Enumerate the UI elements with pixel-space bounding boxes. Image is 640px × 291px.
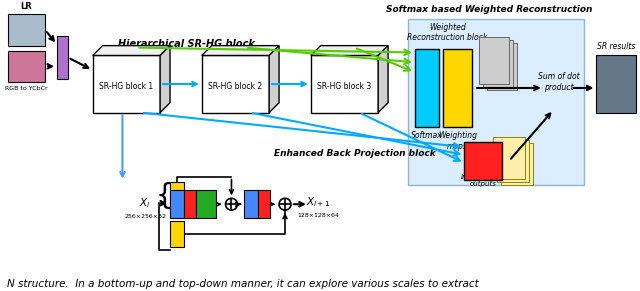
Text: Conv: Conv — [249, 196, 254, 213]
Bar — [170, 182, 184, 207]
Text: RGB to YCbCr: RGB to YCbCr — [5, 86, 47, 91]
Text: N structure.  In a bottom-up and top-down manner, it can explore various scales : N structure. In a bottom-up and top-down… — [8, 279, 479, 289]
Polygon shape — [311, 56, 378, 113]
Text: Weighting
maps: Weighting maps — [438, 131, 477, 151]
Bar — [196, 190, 216, 218]
Bar — [184, 190, 196, 218]
Text: PReLU: PReLU — [188, 193, 193, 216]
Text: Weighting
maps: Weighting maps — [451, 70, 464, 106]
Bar — [493, 137, 525, 179]
Bar — [170, 190, 184, 218]
Bar — [487, 43, 517, 90]
Text: 128×128×64: 128×128×64 — [298, 213, 340, 218]
Text: Softmax: Softmax — [411, 131, 442, 140]
Polygon shape — [160, 46, 170, 113]
Text: SR-HG block 2: SR-HG block 2 — [209, 82, 262, 91]
Text: {: { — [156, 182, 173, 210]
Text: Enhanced Back Projection block: Enhanced Back Projection block — [275, 149, 436, 158]
Bar — [596, 56, 636, 113]
Text: Softmax: Softmax — [424, 72, 429, 104]
Text: Hierarchical SR-HG block: Hierarchical SR-HG block — [118, 39, 255, 49]
Text: Softmax based Weighted Reconstruction: Softmax based Weighted Reconstruction — [386, 5, 593, 14]
Text: $X_{l+1}$: $X_{l+1}$ — [307, 195, 331, 209]
Bar — [465, 142, 502, 180]
Bar — [8, 51, 45, 82]
Text: Conv: Conv — [175, 196, 179, 213]
Polygon shape — [202, 56, 269, 113]
Bar — [258, 190, 270, 218]
Bar — [443, 49, 472, 127]
Polygon shape — [378, 46, 388, 113]
Bar — [57, 36, 68, 79]
Text: 256×256×32: 256×256×32 — [124, 214, 166, 219]
Polygon shape — [269, 46, 279, 113]
Bar — [408, 19, 584, 184]
Bar — [497, 140, 529, 182]
Text: Sum of dot
product: Sum of dot product — [538, 72, 579, 92]
Text: 1x1 Conv: 1x1 Conv — [175, 181, 179, 208]
Text: 1x1
Conv: 1x1 Conv — [172, 226, 182, 241]
Bar — [8, 14, 45, 46]
Text: Deconv: Deconv — [203, 191, 208, 217]
Bar — [483, 40, 513, 87]
Bar — [244, 190, 258, 218]
Text: Intermediate
outputs: Intermediate outputs — [461, 174, 506, 187]
Polygon shape — [202, 46, 279, 56]
Text: LR: LR — [20, 2, 32, 11]
Text: Concat: Concat — [60, 46, 65, 68]
Polygon shape — [93, 56, 160, 113]
Text: SR-HG block 1: SR-HG block 1 — [99, 82, 154, 91]
Text: SR results: SR results — [597, 42, 636, 51]
Text: Weighted
Reconstruction block: Weighted Reconstruction block — [408, 23, 488, 42]
Bar — [501, 143, 532, 184]
Polygon shape — [93, 46, 170, 56]
Bar — [415, 49, 438, 127]
Bar — [479, 37, 509, 84]
Polygon shape — [311, 46, 388, 56]
Text: PReLU: PReLU — [262, 193, 267, 216]
Bar — [170, 221, 184, 246]
Text: SR-HG block 3: SR-HG block 3 — [317, 82, 372, 91]
Text: $X_l$: $X_l$ — [140, 196, 151, 210]
